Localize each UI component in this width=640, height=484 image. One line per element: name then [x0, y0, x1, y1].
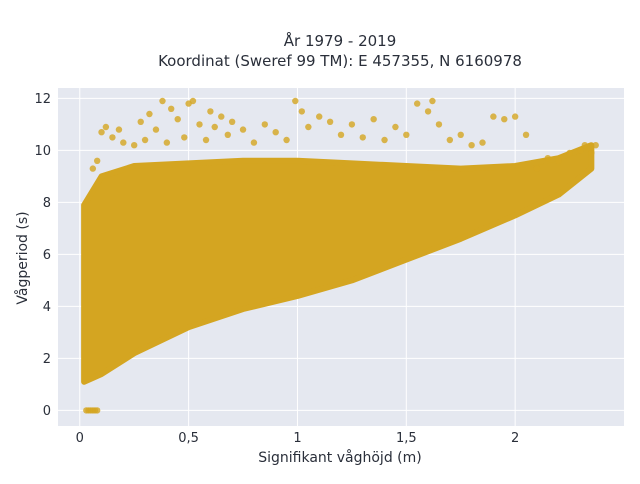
data-point	[228, 118, 236, 126]
data-point	[239, 126, 247, 133]
x-tick-label: 1	[293, 431, 301, 446]
y-tick-labels: 0 2 4 6 8 10 12	[34, 92, 51, 419]
data-point	[298, 108, 306, 115]
data-point	[224, 131, 231, 138]
data-point	[207, 108, 214, 115]
x-tick-label: 0,5	[178, 431, 199, 446]
data-point	[137, 118, 144, 126]
data-point	[261, 121, 269, 128]
data-point	[479, 139, 486, 146]
data-point	[533, 165, 541, 172]
data-point	[522, 131, 530, 138]
data-point	[196, 121, 203, 128]
data-point	[501, 116, 508, 123]
data-point	[468, 142, 475, 149]
y-axis-label: Vågperiod (s)	[14, 211, 31, 304]
data-point	[120, 139, 127, 146]
data-point	[93, 407, 101, 414]
data-point	[102, 123, 110, 131]
data-point	[555, 157, 562, 164]
data-point	[163, 139, 171, 146]
data-point	[359, 134, 366, 141]
data-point	[202, 136, 210, 144]
data-point	[174, 116, 181, 123]
data-point	[326, 118, 334, 126]
x-tick-label: 0	[76, 431, 84, 446]
y-tick-label: 4	[43, 300, 51, 315]
data-point	[292, 97, 299, 105]
data-point	[588, 149, 595, 157]
dense-point-cloud	[81, 142, 595, 385]
data-point	[152, 126, 160, 133]
data-point	[566, 149, 573, 157]
data-point	[370, 116, 377, 123]
data-point	[159, 97, 166, 105]
data-point	[89, 165, 97, 172]
x-tick-labels: 0 0,5 1 1,5 2	[76, 431, 520, 446]
data-point	[168, 105, 175, 113]
data-point	[511, 113, 519, 120]
data-point	[181, 134, 188, 141]
data-point	[403, 131, 410, 138]
data-envelope	[81, 142, 595, 385]
data-point	[250, 139, 258, 146]
data-point	[115, 126, 123, 133]
x-tick-label: 1,5	[396, 431, 417, 446]
data-point	[130, 142, 138, 149]
chart-title-line1: År 1979 - 2019	[284, 31, 397, 50]
data-point	[392, 123, 399, 131]
data-point	[381, 136, 388, 144]
data-point	[98, 129, 105, 136]
data-point	[141, 136, 149, 144]
x-tick-label: 2	[511, 431, 519, 446]
data-point	[457, 131, 464, 138]
y-tick-label: 0	[43, 404, 51, 419]
data-point	[435, 121, 443, 128]
data-point	[109, 134, 116, 141]
data-point	[413, 100, 421, 107]
y-tick-label: 8	[43, 196, 51, 211]
data-point	[337, 131, 345, 138]
data-point	[305, 123, 312, 131]
data-point	[218, 113, 225, 120]
y-tick-label: 2	[43, 352, 51, 367]
data-point	[490, 113, 497, 120]
data-point	[592, 142, 599, 149]
y-tick-label: 10	[34, 144, 51, 159]
data-point	[189, 97, 197, 105]
data-point	[272, 129, 279, 136]
x-axis-label: Signifikant våghöjd (m)	[258, 449, 421, 466]
data-point	[429, 97, 436, 105]
data-point	[316, 113, 323, 120]
data-point	[446, 136, 454, 144]
chart-title-line2: Koordinat (Sweref 99 TM): E 457355, N 61…	[158, 52, 522, 70]
points-layer	[83, 97, 599, 414]
data-point	[93, 157, 101, 164]
data-point	[211, 123, 218, 131]
y-tick-label: 12	[34, 92, 51, 107]
data-point	[146, 110, 153, 118]
data-point	[577, 147, 584, 154]
data-point	[424, 108, 432, 115]
data-point	[283, 136, 290, 144]
data-point	[348, 121, 356, 128]
y-tick-label: 6	[43, 248, 51, 263]
data-point	[544, 155, 552, 162]
data-point	[581, 142, 589, 149]
